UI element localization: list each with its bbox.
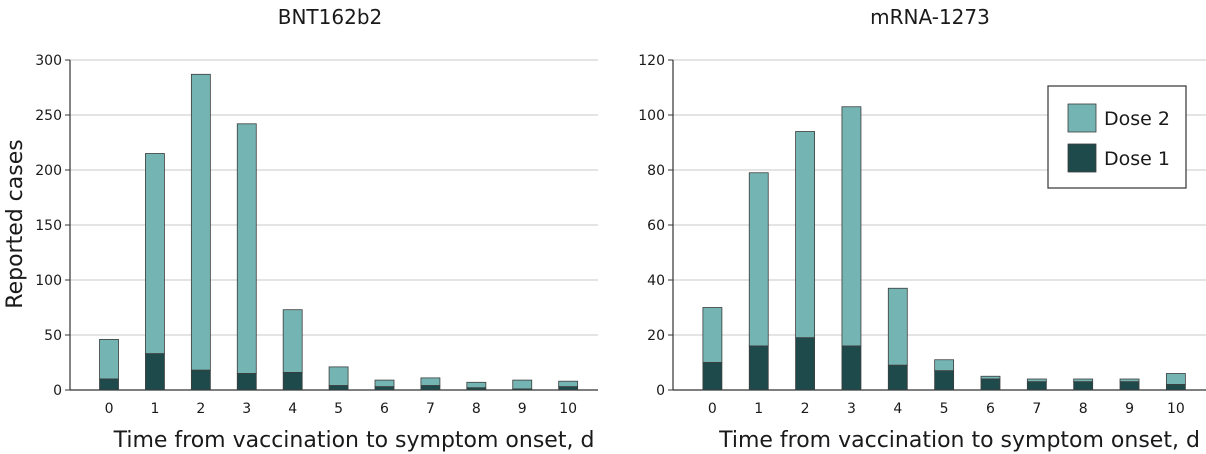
- chart-title: BNT162b2: [278, 5, 383, 29]
- bar-dose1-1: [145, 353, 165, 391]
- x-tick-label: 0: [708, 401, 717, 417]
- legend-swatch-dose-2: [1067, 103, 1097, 133]
- x-tick-label: 7: [426, 401, 435, 417]
- y-tick-label: 120: [638, 53, 665, 69]
- y-tick-label: 150: [35, 218, 62, 234]
- y-tick-label: 0: [53, 383, 62, 399]
- bar-dose1-0: [99, 378, 119, 391]
- bar-dose2-0: [702, 307, 723, 363]
- y-tick-label: 200: [35, 163, 62, 179]
- y-tick-label: 300: [35, 53, 62, 69]
- y-tick-label: 100: [638, 108, 665, 124]
- bar-dose1-6: [980, 378, 1001, 391]
- x-tick-label: 9: [518, 401, 527, 417]
- x-tick-label: 4: [893, 401, 902, 417]
- x-tick-label: 5: [940, 401, 949, 417]
- bar-dose2-7: [420, 377, 441, 386]
- bar-dose1-8: [1073, 381, 1094, 391]
- bar-dose2-9: [1119, 378, 1140, 383]
- bar-dose2-5: [934, 359, 955, 372]
- bar-dose1-7: [420, 385, 441, 391]
- chart-mrna-1273: mRNA-1273 0 20 40 60 80 100 120 0 1 2 3 4 5 6 7 8 9 10 Time…: [638, 5, 1206, 453]
- bar-dose2-1: [748, 172, 769, 347]
- bar-dose1-3: [841, 345, 862, 391]
- legend-label-dose-2: Dose 2: [1104, 108, 1170, 130]
- bar-dose2-4: [887, 287, 908, 366]
- bar-dose2-3: [236, 123, 257, 374]
- y-tick-label: 0: [656, 383, 665, 399]
- x-tick-label: 4: [288, 401, 297, 417]
- legend: Dose 2 Dose 1: [1047, 85, 1187, 189]
- bar-dose1-2: [190, 369, 211, 391]
- bar-dose1-0: [702, 362, 723, 391]
- x-tick-label: 1: [150, 401, 159, 417]
- x-tick-label: 7: [1032, 401, 1041, 417]
- x-tick-label: 6: [380, 401, 389, 417]
- bar-dose1-2: [795, 337, 815, 391]
- bar-dose2-6: [374, 379, 395, 388]
- x-tick-label: 5: [334, 401, 343, 417]
- legend-box: [1047, 85, 1187, 189]
- x-tick-label: 2: [196, 401, 205, 417]
- bar-dose2-8: [466, 381, 487, 389]
- bar-dose1-5: [934, 370, 955, 391]
- bar-dose1-5: [328, 385, 349, 391]
- bar-dose1-1: [748, 345, 769, 391]
- bar-dose2-2: [190, 73, 211, 371]
- x-tick-label: 1: [754, 401, 763, 417]
- y-tick-label: 50: [44, 328, 62, 344]
- bar-dose2-1: [145, 153, 165, 355]
- chart-title: mRNA-1273: [870, 5, 990, 29]
- x-tick-label: 3: [847, 401, 856, 417]
- x-tick-label: 6: [986, 401, 995, 417]
- legend-label-dose-1: Dose 1: [1104, 148, 1170, 170]
- legend-swatch-dose-1: [1067, 143, 1097, 173]
- bar-dose1-7: [1026, 381, 1047, 391]
- x-tick-label: 2: [801, 401, 810, 417]
- x-axis-label: Time from vaccination to symptom onset, …: [113, 428, 595, 453]
- y-tick-label: 250: [35, 108, 62, 124]
- bar-dose2-7: [1026, 378, 1047, 383]
- bar-dose1-10: [1165, 384, 1186, 391]
- x-tick-label: 3: [242, 401, 251, 417]
- bar-dose2-3: [841, 106, 862, 347]
- bar-dose2-0: [99, 338, 119, 380]
- y-axis-label: Reported cases: [3, 139, 28, 308]
- y-tick-label: 80: [647, 163, 665, 179]
- x-tick-label: 10: [559, 401, 577, 417]
- y-tick-label: 40: [647, 273, 665, 289]
- chart-bnt162b2: BNT162b2 0 50 100 150 200 250 300 0 1 2 3 4 5 6 7 8 9 10 Ti…: [35, 5, 598, 453]
- bar-dose2-6: [980, 375, 1001, 380]
- x-tick-label: 8: [472, 401, 481, 417]
- bar-dose2-5: [328, 366, 349, 386]
- y-tick-label: 100: [35, 273, 62, 289]
- x-tick-label: 8: [1079, 401, 1088, 417]
- bar-dose1-3: [236, 373, 257, 391]
- x-tick-label: 10: [1167, 401, 1185, 417]
- y-tick-label: 60: [647, 218, 665, 234]
- x-axis-label: Time from vaccination to symptom onset, …: [718, 428, 1200, 453]
- bar-dose1-4: [282, 371, 303, 391]
- bar-dose2-9: [512, 379, 533, 390]
- bar-dose1-10: [558, 386, 579, 391]
- bar-dose2-4: [282, 309, 303, 373]
- bar-dose1-4: [887, 364, 908, 391]
- bar-dose2-10: [1165, 373, 1186, 385]
- bar-dose2-8: [1073, 378, 1094, 383]
- bar-dose1-8: [466, 387, 487, 391]
- bar-dose1-9: [512, 388, 533, 391]
- x-tick-label: 0: [105, 401, 114, 417]
- y-tick-label: 20: [647, 328, 665, 344]
- bar-dose2-10: [558, 380, 579, 388]
- bar-dose1-6: [374, 386, 395, 391]
- bar-dose1-9: [1119, 381, 1140, 391]
- bar-dose2-2: [795, 131, 815, 339]
- x-tick-label: 9: [1125, 401, 1134, 417]
